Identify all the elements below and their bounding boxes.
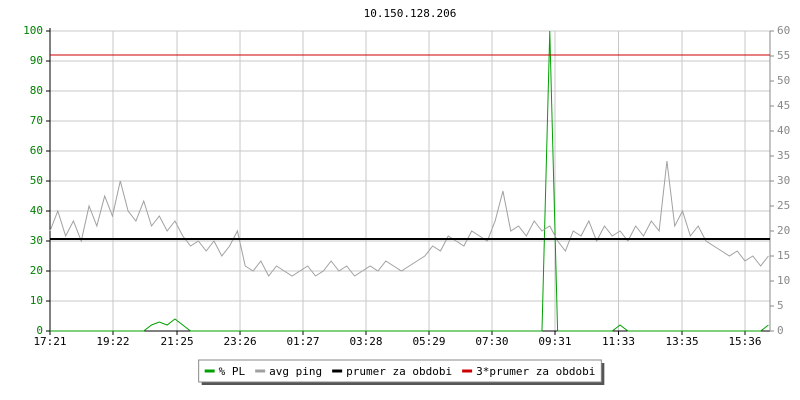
y2-tick-label: 55 <box>777 49 790 62</box>
y-tick-label: 20 <box>30 264 43 277</box>
x-tick-label: 13:35 <box>665 335 698 348</box>
series-line <box>50 30 769 332</box>
y-tick-label: 80 <box>30 84 43 97</box>
x-tick-label: 07:30 <box>475 335 508 348</box>
legend-label: prumer za obdobi <box>346 365 452 378</box>
x-tick-label: 05:29 <box>412 335 445 348</box>
y-tick-label: 60 <box>30 144 43 157</box>
legend-label: 3*prumer za obdobi <box>476 365 595 378</box>
x-tick-label: 15:36 <box>728 335 761 348</box>
y2-tick-label: 10 <box>777 274 790 287</box>
y2-tick-label: 20 <box>777 224 790 237</box>
x-tick-label: 11:33 <box>602 335 635 348</box>
y2-tick-label: 0 <box>777 324 784 337</box>
y2-tick-label: 30 <box>777 174 790 187</box>
y2-tick-label: 15 <box>777 249 790 262</box>
legend-label: avg ping <box>269 365 322 378</box>
chart-title: 10.150.128.206 <box>364 7 457 20</box>
y-tick-label: 40 <box>30 204 43 217</box>
y-tick-label: 70 <box>30 114 43 127</box>
x-tick-label: 01:27 <box>286 335 319 348</box>
y-tick-label: 50 <box>30 174 43 187</box>
y2-tick-label: 45 <box>777 99 790 112</box>
legend-box <box>198 359 602 383</box>
y-tick-label: 30 <box>30 234 43 247</box>
y2-tick-label: 5 <box>777 299 784 312</box>
x-tick-label: 17:21 <box>33 335 66 348</box>
y2-tick-label: 50 <box>777 74 790 87</box>
legend-label: % PL <box>219 365 246 378</box>
y2-tick-label: 25 <box>777 199 790 212</box>
legend: % PL avg ping prumer za obdobi 3*prumer za … <box>198 359 605 385</box>
y-tick-label: 0 <box>36 324 43 337</box>
x-tick-label: 03:28 <box>349 335 382 348</box>
y-tick-label: 90 <box>30 54 43 67</box>
series-line <box>49 160 769 277</box>
y-tick-label: 100 <box>23 24 43 37</box>
y-tick-label: 10 <box>30 294 43 307</box>
y2-tick-label: 60 <box>777 24 790 37</box>
x-tick-label: 19:22 <box>96 335 129 348</box>
y2-tick-label: 40 <box>777 124 790 137</box>
x-tick-label: 09:31 <box>538 335 571 348</box>
y2-tick-label: 35 <box>777 149 790 162</box>
x-tick-label: 21:25 <box>160 335 193 348</box>
x-tick-label: 23:26 <box>223 335 256 348</box>
